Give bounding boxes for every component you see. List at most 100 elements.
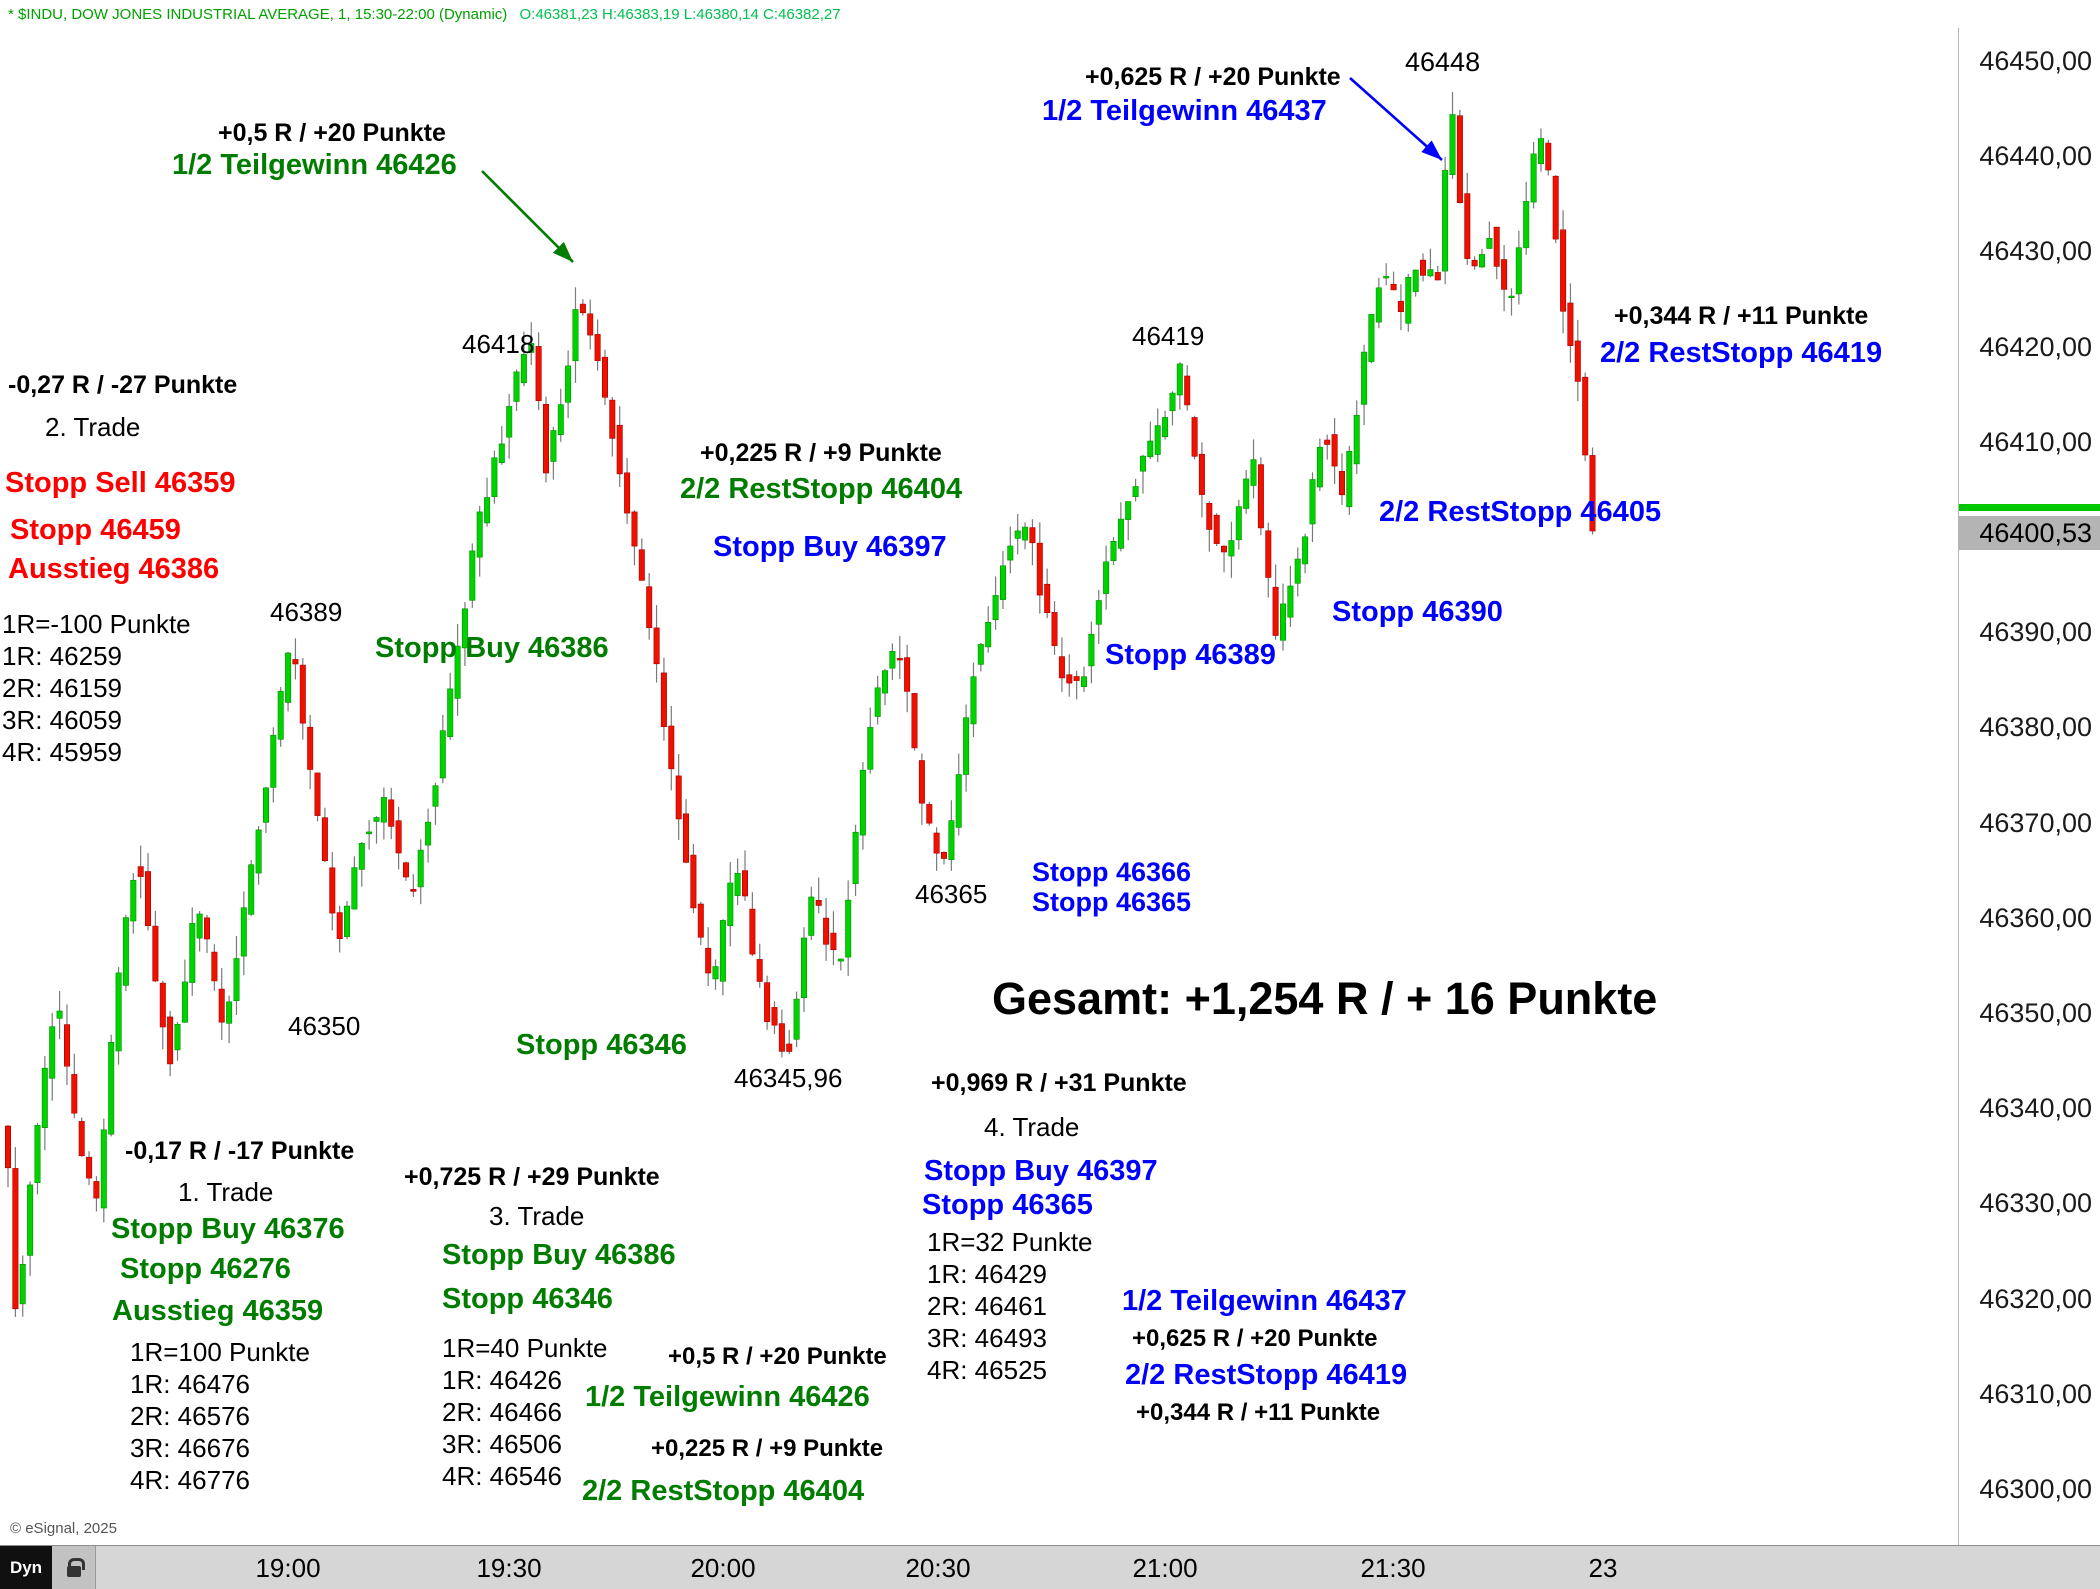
chart-annotation: Stopp 46390 bbox=[1332, 596, 1503, 628]
price-axis-label: 46310,00 bbox=[1979, 1378, 2092, 1409]
chart-annotation: 3R: 46493 bbox=[927, 1323, 1047, 1353]
chart-annotation: 1R=32 Punkte bbox=[927, 1227, 1093, 1257]
chart-annotation: 4. Trade bbox=[984, 1112, 1080, 1142]
chart-annotation: 3. Trade bbox=[489, 1201, 585, 1231]
chart-annotation: Stopp 46346 bbox=[442, 1283, 613, 1315]
dyn-button[interactable]: Dyn bbox=[0, 1546, 52, 1589]
price-axis-label: 46430,00 bbox=[1979, 236, 2092, 267]
chart-annotation: 1/2 Teilgewinn 46426 bbox=[585, 1381, 870, 1413]
price-axis-label: 46390,00 bbox=[1979, 617, 2092, 648]
chart-annotation: Ausstieg 46359 bbox=[112, 1295, 324, 1327]
chart-annotation: Stopp Sell 46359 bbox=[5, 467, 236, 499]
chart-annotation: 1R=-100 Punkte bbox=[2, 609, 191, 639]
chart-annotation: +0,625 R / +20 Punkte bbox=[1132, 1325, 1378, 1352]
chart-annotation: 1R: 46259 bbox=[2, 641, 122, 671]
chart-annotation: 46365 bbox=[915, 879, 988, 909]
price-axis-label: 46320,00 bbox=[1979, 1283, 2092, 1314]
chart-annotation: +0,5 R / +20 Punkte bbox=[668, 1343, 887, 1370]
price-axis-label: 46410,00 bbox=[1979, 426, 2092, 457]
time-axis-label: 19:30 bbox=[476, 1553, 542, 1583]
time-axis-label: 20:00 bbox=[690, 1553, 756, 1583]
chart-annotation: +0,225 R / +9 Punkte bbox=[651, 1435, 884, 1462]
chart-annotation: 46419 bbox=[1132, 321, 1205, 351]
chart-annotation: 2R: 46461 bbox=[927, 1291, 1047, 1321]
time-axis-label: 19:00 bbox=[255, 1553, 321, 1583]
last-price-badge: 46400,53 bbox=[1959, 515, 2100, 550]
price-axis-label: 46350,00 bbox=[1979, 998, 2092, 1028]
time-axis-label: 23 bbox=[1588, 1553, 1618, 1583]
chart-annotation: Stopp 46276 bbox=[120, 1253, 291, 1285]
chart-annotation: +0,969 R / +31 Punkte bbox=[931, 1069, 1187, 1097]
chart-annotation: 4R: 45959 bbox=[2, 737, 122, 767]
chart-annotation: 2R: 46159 bbox=[2, 673, 122, 703]
chart-annotation: 46389 bbox=[270, 597, 343, 627]
chart-annotation: +0,725 R / +29 Punkte bbox=[404, 1163, 660, 1191]
chart-annotation: Stopp Buy 46397 bbox=[924, 1155, 1158, 1187]
chart-annotation: 2/2 RestStopp 46419 bbox=[1125, 1359, 1408, 1391]
chart-annotation: 1R: 46426 bbox=[442, 1365, 562, 1395]
chart-annotation: +0,225 R / +9 Punkte bbox=[700, 439, 942, 467]
time-axis-label: 20:30 bbox=[905, 1553, 971, 1583]
chart-annotation: 3R: 46676 bbox=[130, 1433, 250, 1463]
price-axis-label: 46340,00 bbox=[1979, 1093, 2092, 1124]
chart-annotation: 2/2 RestStopp 46404 bbox=[680, 473, 963, 505]
price-axis-label: 46420,00 bbox=[1979, 331, 2092, 362]
chart-annotation: 4R: 46776 bbox=[130, 1465, 250, 1495]
chart-annotation: 3R: 46506 bbox=[442, 1429, 562, 1459]
price-axis[interactable]: 46450,00 46440,00 46430,00 46420,00 46410,00… bbox=[1958, 0, 2100, 1545]
price-axis-label: 46440,00 bbox=[1979, 141, 2092, 172]
chart-annotation: 2/2 RestStopp 46404 bbox=[582, 1475, 865, 1507]
chart-annotation: -0,27 R / -27 Punkte bbox=[8, 371, 238, 399]
chart-annotation: Stopp 46346 bbox=[516, 1029, 687, 1061]
chart-annotation: 1R: 46476 bbox=[130, 1369, 250, 1399]
chart-annotation: Stopp 46366 bbox=[1032, 857, 1192, 887]
chart-title-bar: * $INDU, DOW JONES INDUSTRIAL AVERAGE, 1… bbox=[0, 0, 2100, 28]
chart-annotation: Stopp 46389 bbox=[1105, 639, 1276, 671]
symbol-info: * $INDU, DOW JONES INDUSTRIAL AVERAGE, 1… bbox=[8, 6, 508, 23]
chart-annotation: 46350 bbox=[288, 1011, 361, 1041]
price-axis-label: 46370,00 bbox=[1979, 807, 2092, 838]
chart-annotation: 46448 bbox=[1405, 47, 1481, 77]
chart-annotation: +0,344 R / +11 Punkte bbox=[1614, 302, 1869, 330]
chart-annotation: Ausstieg 46386 bbox=[8, 553, 220, 585]
chart-annotation: Stopp Buy 46386 bbox=[442, 1239, 676, 1271]
chart-annotation: +0,344 R / +11 Punkte bbox=[1136, 1399, 1381, 1426]
padlock-icon bbox=[66, 1557, 85, 1577]
chart-annotation: Stopp 46365 bbox=[1032, 887, 1192, 917]
price-axis-label: 46330,00 bbox=[1979, 1188, 2092, 1219]
chart-annotation: Stopp Buy 46376 bbox=[111, 1213, 345, 1245]
chart-annotation: Stopp 46459 bbox=[10, 514, 181, 546]
chart-annotation: 4R: 46546 bbox=[442, 1461, 562, 1491]
chart-annotation: 2. Trade bbox=[45, 412, 141, 442]
chart-annotation: -0,17 R / -17 Punkte bbox=[125, 1137, 355, 1165]
chart-annotation: 1R=40 Punkte bbox=[442, 1333, 608, 1363]
price-axis-label: 46300,00 bbox=[1979, 1474, 2092, 1504]
chart-annotation: 2R: 46576 bbox=[130, 1401, 250, 1431]
chart-annotation: 2R: 46466 bbox=[442, 1397, 562, 1427]
chart-annotation: 3R: 46059 bbox=[2, 705, 122, 735]
chart-annotation: 1/2 Teilgewinn 46426 bbox=[172, 149, 457, 181]
copyright-label: © eSignal, 2025 bbox=[10, 1520, 117, 1537]
chart-annotation: Stopp Buy 46386 bbox=[375, 632, 609, 664]
chart-annotation: Gesamt: +1,254 R / + 16 Punkte bbox=[992, 973, 1658, 1024]
chart-annotation: 2/2 RestStopp 46419 bbox=[1600, 337, 1883, 369]
time-axis-label: 21:00 bbox=[1132, 1553, 1198, 1583]
chart-annotation: 1R=100 Punkte bbox=[130, 1337, 310, 1367]
chart-annotation: Stopp 46365 bbox=[922, 1189, 1093, 1221]
chart-annotation: Stopp Buy 46397 bbox=[713, 531, 947, 563]
lock-icon[interactable] bbox=[52, 1546, 96, 1589]
chart-annotation: 1. Trade bbox=[178, 1177, 274, 1207]
chart-annotation: +0,5 R / +20 Punkte bbox=[218, 119, 446, 147]
time-axis-label: 21:30 bbox=[1360, 1553, 1426, 1583]
chart-annotation: 46418 bbox=[462, 329, 535, 359]
last-price-line bbox=[1959, 503, 2100, 511]
chart-annotation: 1R: 46429 bbox=[927, 1259, 1047, 1289]
price-axis-label: 46360,00 bbox=[1979, 902, 2092, 933]
chart-annotation: 4R: 46525 bbox=[927, 1355, 1047, 1385]
time-axis[interactable]: Dyn 19:00 19:30 20:00 20:30 21:00 21:30 23 bbox=[0, 1545, 2100, 1589]
price-axis-label: 46380,00 bbox=[1979, 712, 2092, 743]
